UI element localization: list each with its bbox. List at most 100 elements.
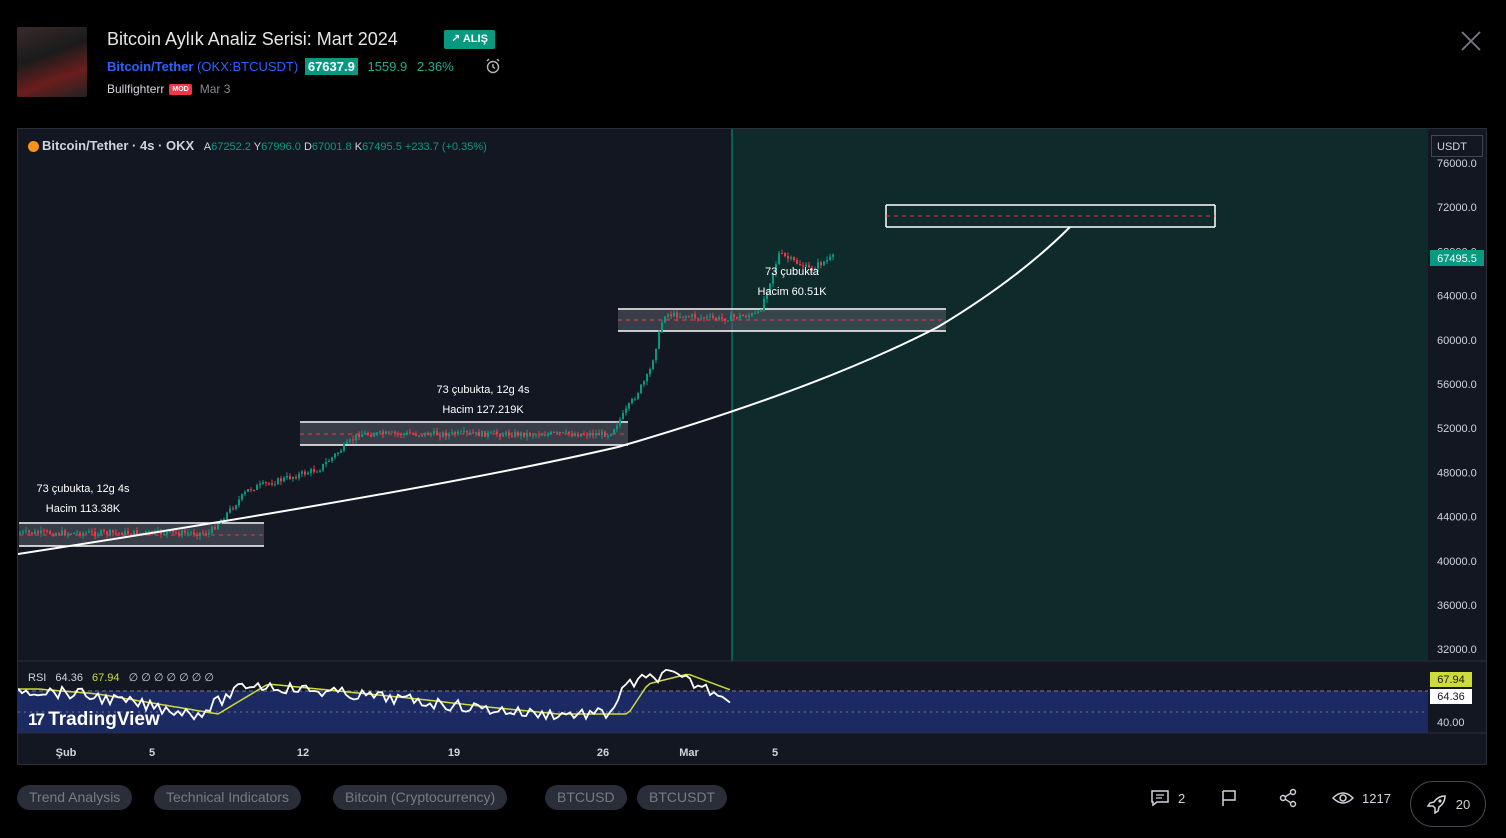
candle-body	[703, 317, 705, 319]
candle-body	[688, 316, 690, 318]
candle-body	[97, 534, 99, 536]
candle-body	[304, 471, 306, 475]
candle-body	[589, 433, 591, 436]
annotation-1-line2: Hacim 113.38K	[46, 503, 121, 515]
candle-body	[619, 419, 621, 426]
comments-button[interactable]: 2	[1150, 787, 1185, 809]
candle-body	[625, 408, 627, 413]
price-axis-label: 48000.0	[1437, 467, 1477, 479]
candle-body	[238, 499, 240, 506]
candle-body	[355, 434, 357, 441]
close-icon[interactable]	[1460, 30, 1482, 52]
annotation-2-line1: 73 çubukta, 12g 4s	[437, 384, 530, 396]
candle-body	[127, 530, 129, 534]
candle-body	[259, 483, 261, 486]
candle-body	[397, 433, 399, 435]
candle-body	[433, 431, 435, 434]
candle-body	[760, 310, 762, 312]
symbol-code-link[interactable]: (OKX:BTCUSDT)	[197, 59, 299, 74]
author-name[interactable]: Bullfighterr	[107, 82, 165, 96]
rsi-ma-label: 67.94	[1430, 672, 1472, 687]
ohlc-open-key: A	[203, 141, 212, 153]
chart-panel[interactable]: 73 çubukta, 12g 4s Hacim 113.38K 73 çubu…	[17, 128, 1487, 765]
idea-title: Bitcoin Aylık Analiz Serisi: Mart 2024	[107, 29, 398, 49]
candle-body	[67, 533, 69, 536]
candle-body	[517, 432, 519, 436]
candle-body	[565, 431, 567, 433]
candle-body	[799, 263, 801, 266]
candle-body	[730, 314, 732, 321]
candle-body	[616, 425, 618, 430]
candle-body	[43, 530, 45, 532]
symbol-name-link[interactable]: Bitcoin/Tether	[107, 59, 194, 74]
tag-trend-analysis[interactable]: Trend Analysis	[17, 785, 133, 810]
candle-body	[451, 432, 453, 434]
rsi-legend: RSI 64.36 67.94 ∅ ∅ ∅ ∅ ∅ ∅ ∅	[28, 672, 214, 684]
candle-body	[241, 494, 243, 500]
rsi-legend-value: 64.36	[55, 672, 83, 684]
candle-body	[559, 432, 561, 434]
candle-body	[613, 429, 615, 434]
candle-body	[538, 434, 540, 436]
alarm-clock-icon[interactable]	[484, 57, 502, 75]
candle-body	[184, 530, 186, 533]
eye-icon	[1332, 792, 1354, 804]
candle-body	[385, 431, 387, 435]
candle-body	[826, 259, 828, 262]
candle-body	[196, 534, 198, 536]
tag-btcusd[interactable]: BTCUSD	[545, 785, 627, 810]
candle-body	[145, 531, 147, 533]
candle-body	[187, 532, 189, 534]
price-axis-label: 64000.0	[1437, 291, 1477, 303]
candle-body	[223, 519, 225, 521]
candle-body	[133, 530, 135, 535]
candle-body	[535, 434, 537, 436]
candle-body	[193, 532, 195, 535]
currency-button[interactable]: USDT	[1431, 135, 1483, 157]
price-change-pct: 2.36%	[416, 59, 454, 74]
price-axis-label: 60000.0	[1437, 335, 1477, 347]
candle-body	[103, 530, 105, 532]
rocket-icon	[1426, 795, 1446, 815]
candle-body	[673, 312, 675, 317]
tradingview-logo-icon: 17	[28, 710, 45, 729]
views-indicator: 1217	[1332, 787, 1391, 809]
current-price-text: 67495.5	[1437, 253, 1477, 265]
share-button[interactable]	[1278, 787, 1298, 809]
rsi-value-label: 64.36	[1430, 689, 1472, 704]
candle-body	[112, 530, 114, 533]
candle-body	[748, 315, 750, 318]
candle-body	[502, 434, 504, 437]
candle-body	[76, 532, 78, 534]
candle-body	[415, 433, 417, 436]
candle-body	[115, 532, 117, 534]
candle-body	[337, 452, 339, 454]
candle-body	[796, 259, 798, 264]
tag-btcusdt[interactable]: BTCUSDT	[637, 785, 728, 810]
candle-body	[427, 432, 429, 436]
candle-body	[19, 532, 21, 534]
candle-body	[91, 531, 93, 533]
candle-body	[514, 432, 516, 437]
candle-body	[328, 460, 330, 462]
candle-body	[286, 476, 288, 478]
boost-button[interactable]: 20	[1410, 781, 1486, 827]
flag-button[interactable]	[1220, 787, 1238, 809]
candle-body	[787, 256, 789, 259]
candle-body	[442, 432, 444, 437]
candle-body	[715, 317, 717, 320]
candle-body	[490, 431, 492, 433]
tag-technical-indicators[interactable]: Technical Indicators	[154, 785, 301, 810]
tag-bitcoin[interactable]: Bitcoin (Cryptocurrency)	[333, 785, 508, 810]
candle-body	[586, 434, 588, 436]
author-avatar[interactable]	[17, 27, 87, 97]
candle-body	[295, 476, 297, 479]
price-change: 1559.9	[367, 59, 408, 74]
mod-badge: MOD	[169, 84, 192, 96]
price-chart[interactable]: 73 çubukta, 12g 4s Hacim 113.38K 73 çubu…	[18, 129, 1487, 765]
candle-body	[202, 532, 204, 534]
candle-body	[718, 317, 720, 320]
candle-body	[766, 292, 768, 299]
candle-body	[520, 432, 522, 436]
time-axis-label: 5	[772, 747, 778, 759]
